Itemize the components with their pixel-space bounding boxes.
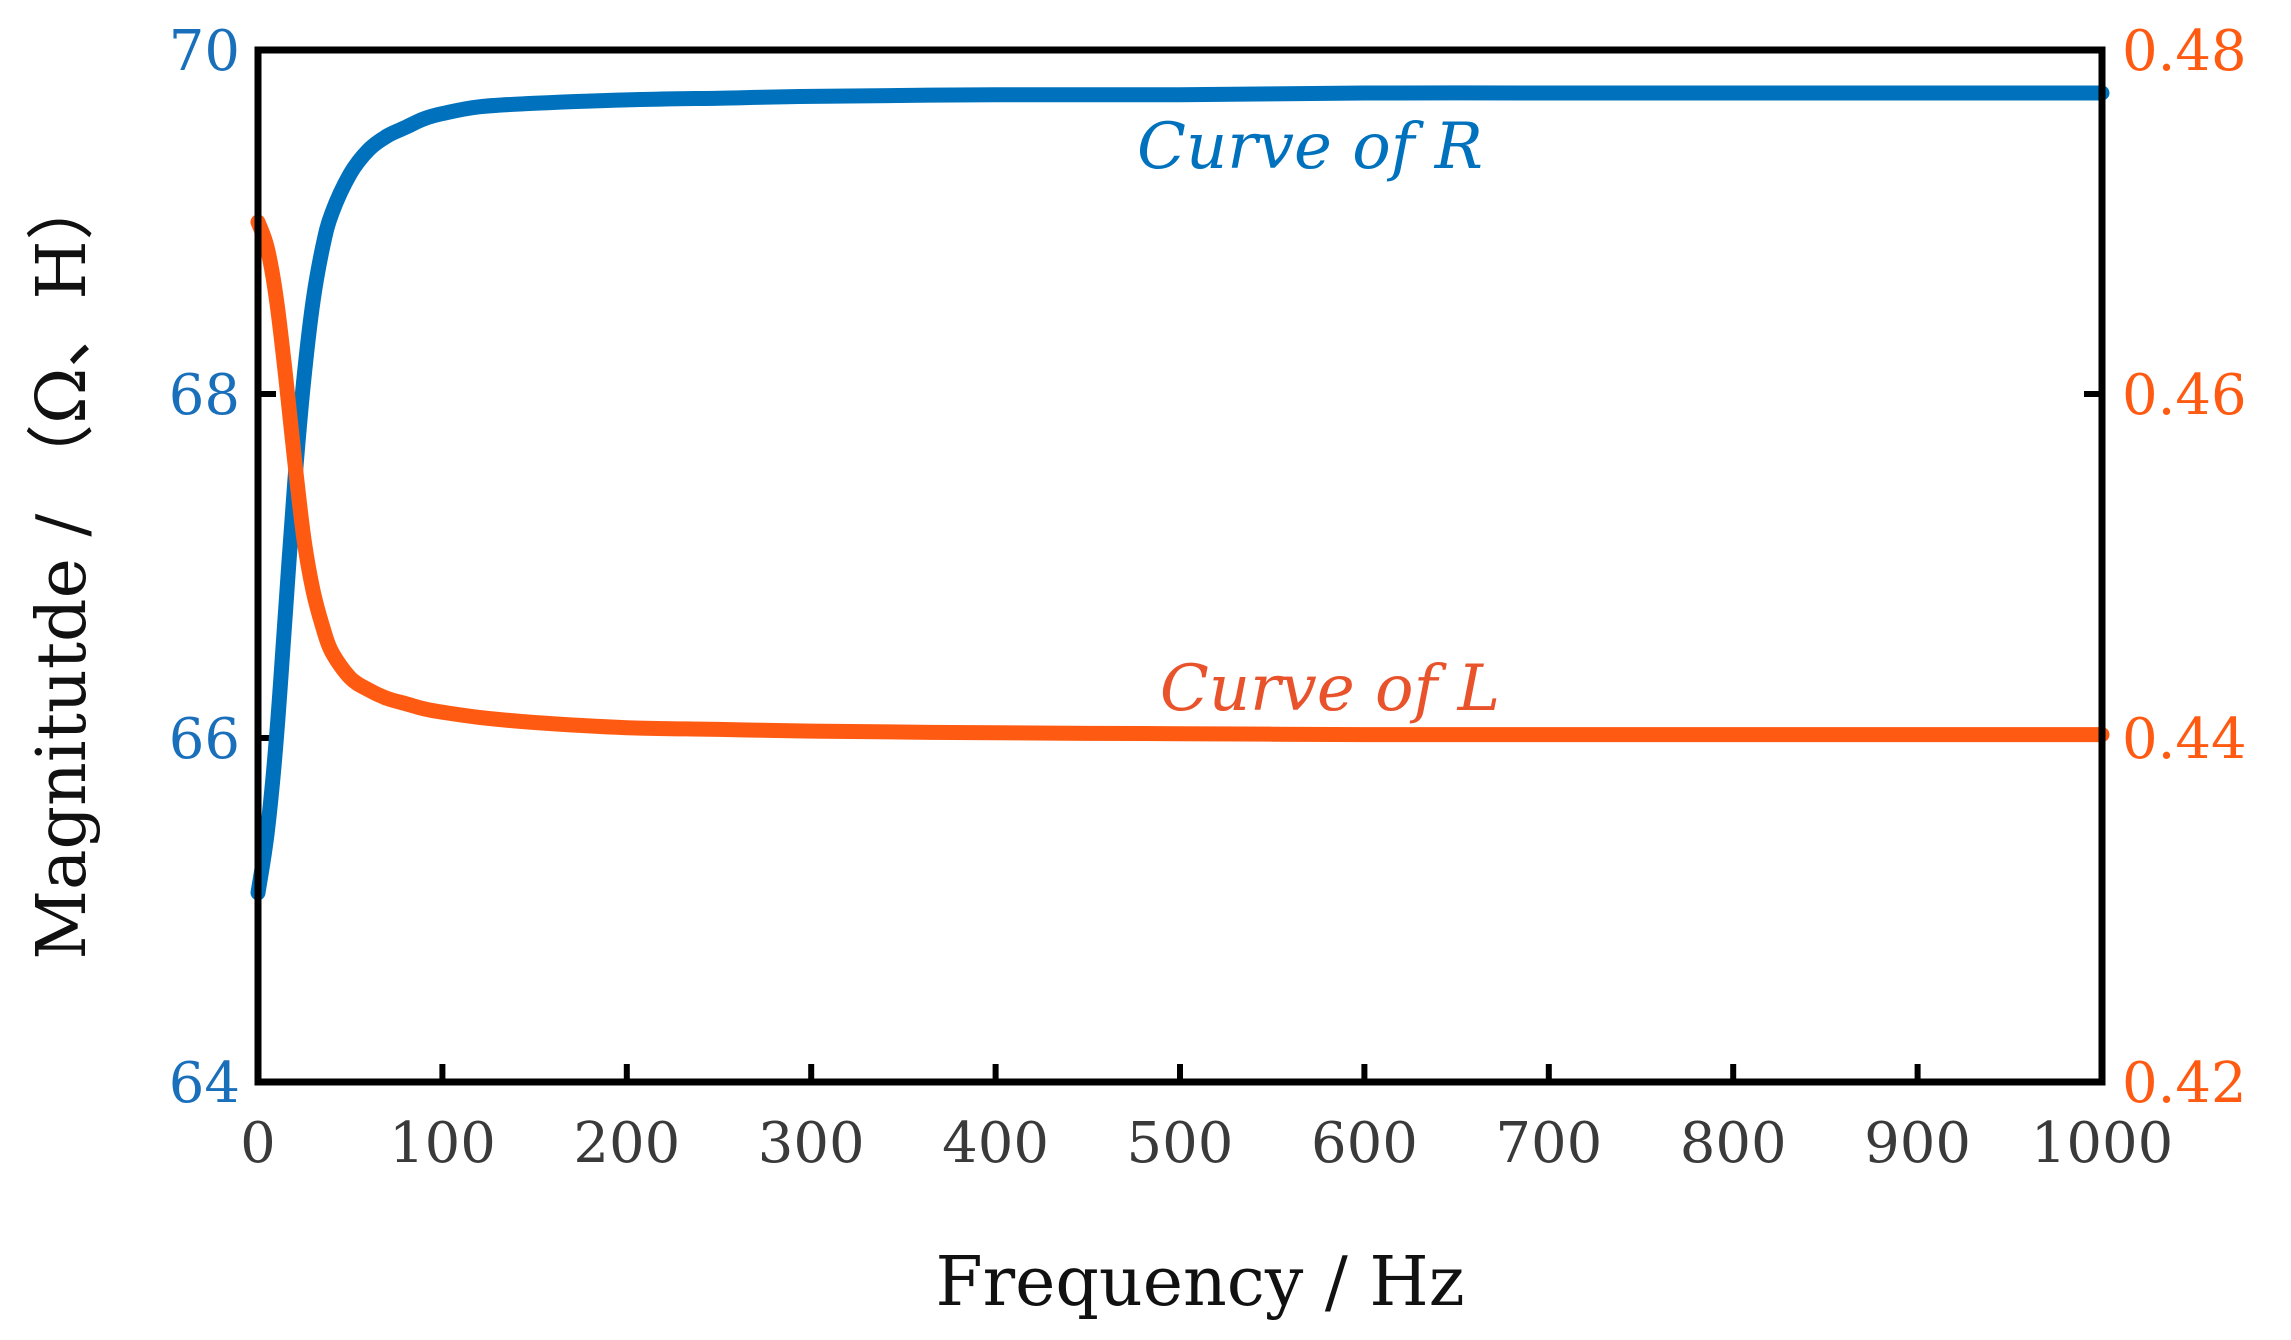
x-tick-label: 100	[389, 1111, 496, 1176]
series-line-r	[250, 85, 2110, 901]
x-tick-label: 400	[942, 1111, 1049, 1176]
series-line-l	[250, 214, 2110, 743]
x-tick-label: 500	[1127, 1111, 1234, 1176]
y-ticks-right: 0.42 0.44 0.46 0.48	[2084, 19, 2247, 1116]
x-tick-label: 700	[1495, 1111, 1602, 1176]
y-left-tick-label: 66	[169, 707, 240, 772]
x-tick-label: 600	[1311, 1111, 1418, 1176]
y-right-tick-label: 0.42	[2122, 1051, 2247, 1116]
plot-frame	[254, 46, 2106, 1086]
x-tick-label: 800	[1680, 1111, 1787, 1176]
series	[250, 85, 2110, 901]
y-left-tick-label: 64	[169, 1051, 240, 1116]
curve-r-label: Curve of R	[1137, 110, 1483, 184]
y-right-tick-label: 0.48	[2122, 19, 2247, 84]
y-left-tick-label: 70	[169, 19, 240, 84]
x-axis-title: Frequency / Hz	[935, 1243, 1464, 1322]
x-tick-label: 900	[1864, 1111, 1971, 1176]
x-ticks: 0 100 200 300 400 500 600 700 800 900 1000	[240, 1064, 2173, 1176]
y-right-tick-label: 0.46	[2122, 363, 2247, 428]
x-tick-label: 300	[758, 1111, 865, 1176]
y-ticks-left: 64 66 68 70	[169, 19, 276, 1116]
curve-l-label: Curve of L	[1160, 652, 1500, 726]
x-tick-label: 1000	[2031, 1111, 2174, 1176]
x-tick-label: 0	[240, 1111, 276, 1176]
y-axis-title: Magnitutde / （Ω、H）	[23, 172, 102, 959]
x-tick-label: 200	[573, 1111, 680, 1176]
y-right-tick-label: 0.44	[2122, 707, 2247, 772]
y-left-tick-label: 68	[169, 363, 240, 428]
